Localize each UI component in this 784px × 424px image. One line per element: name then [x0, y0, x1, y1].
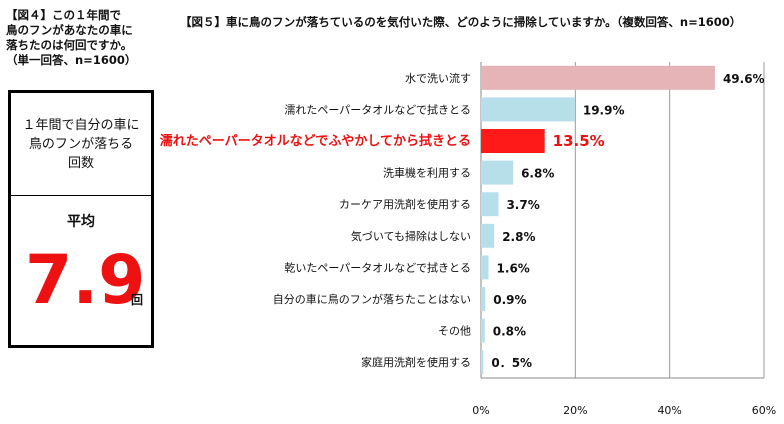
data-label: 19.9%: [583, 103, 625, 117]
data-label: 3.7%: [506, 198, 539, 212]
category-label: 乾いたペーパータオルなどで拭きとる: [284, 260, 471, 274]
data-label: 2.8%: [502, 230, 535, 244]
category-label: 気づいても掃除はしない: [351, 229, 471, 243]
bar: [481, 350, 484, 375]
data-label: 1.6%: [497, 261, 530, 275]
x-tick-label: 20%: [563, 404, 587, 417]
x-tick-label: 40%: [657, 404, 681, 417]
category-label: カーケア用洗剤を使用する: [339, 197, 471, 211]
bar: [481, 223, 495, 248]
data-label: 0.9%: [493, 293, 526, 307]
bar: [481, 192, 499, 217]
average-box-header: １年間で自分の車に 鳥のフンが落ちる 回数: [11, 93, 151, 196]
average-unit: 回: [131, 293, 144, 307]
x-tick-label: 0%: [472, 404, 489, 417]
data-label: 13.5%: [553, 132, 605, 150]
category-label: その他: [438, 325, 471, 338]
bar: [481, 287, 486, 311]
average-value: 7.9: [25, 241, 146, 320]
data-label: 6.8%: [521, 167, 554, 181]
average-label: 平均: [67, 214, 95, 230]
bar: [481, 97, 575, 122]
data-label: 49.6%: [723, 72, 765, 86]
x-tick-label: 60%: [752, 404, 776, 417]
category-label: 家庭用洗剤を使用する: [361, 355, 471, 369]
category-label: 洗車機を利用する: [383, 166, 471, 180]
average-box: １年間で自分の車に 鳥のフンが落ちる 回数 平均 7.9 回: [8, 90, 154, 348]
fig4-title: 【図４】この１年間で 鳥のフンがあなたの車に 落ちたのは何回ですか。 （単一回答…: [6, 8, 137, 67]
category-label: 濡れたペーパータオルなどでふやかしてから拭きとる: [160, 133, 471, 149]
bar: [481, 65, 715, 90]
bar: [481, 318, 485, 343]
category-label: 濡れたペーパータオルなどで拭きとる: [284, 102, 471, 116]
fig5-title: 【図５】車に鳥のフンが落ちているのを気付いた際、どのように掃除していますか。（複…: [180, 15, 742, 29]
bar: [481, 129, 545, 153]
average-box-question: １年間で自分の車に 鳥のフンが落ちる 回数: [22, 117, 140, 171]
data-label: 0．5%: [491, 356, 532, 370]
bar: [481, 160, 514, 185]
category-label: 水で洗い流す: [405, 71, 471, 85]
bar: [481, 255, 489, 280]
category-label: 自分の車に鳥のフンが落ちたことはない: [273, 292, 471, 306]
data-label: 0.8%: [493, 325, 526, 339]
